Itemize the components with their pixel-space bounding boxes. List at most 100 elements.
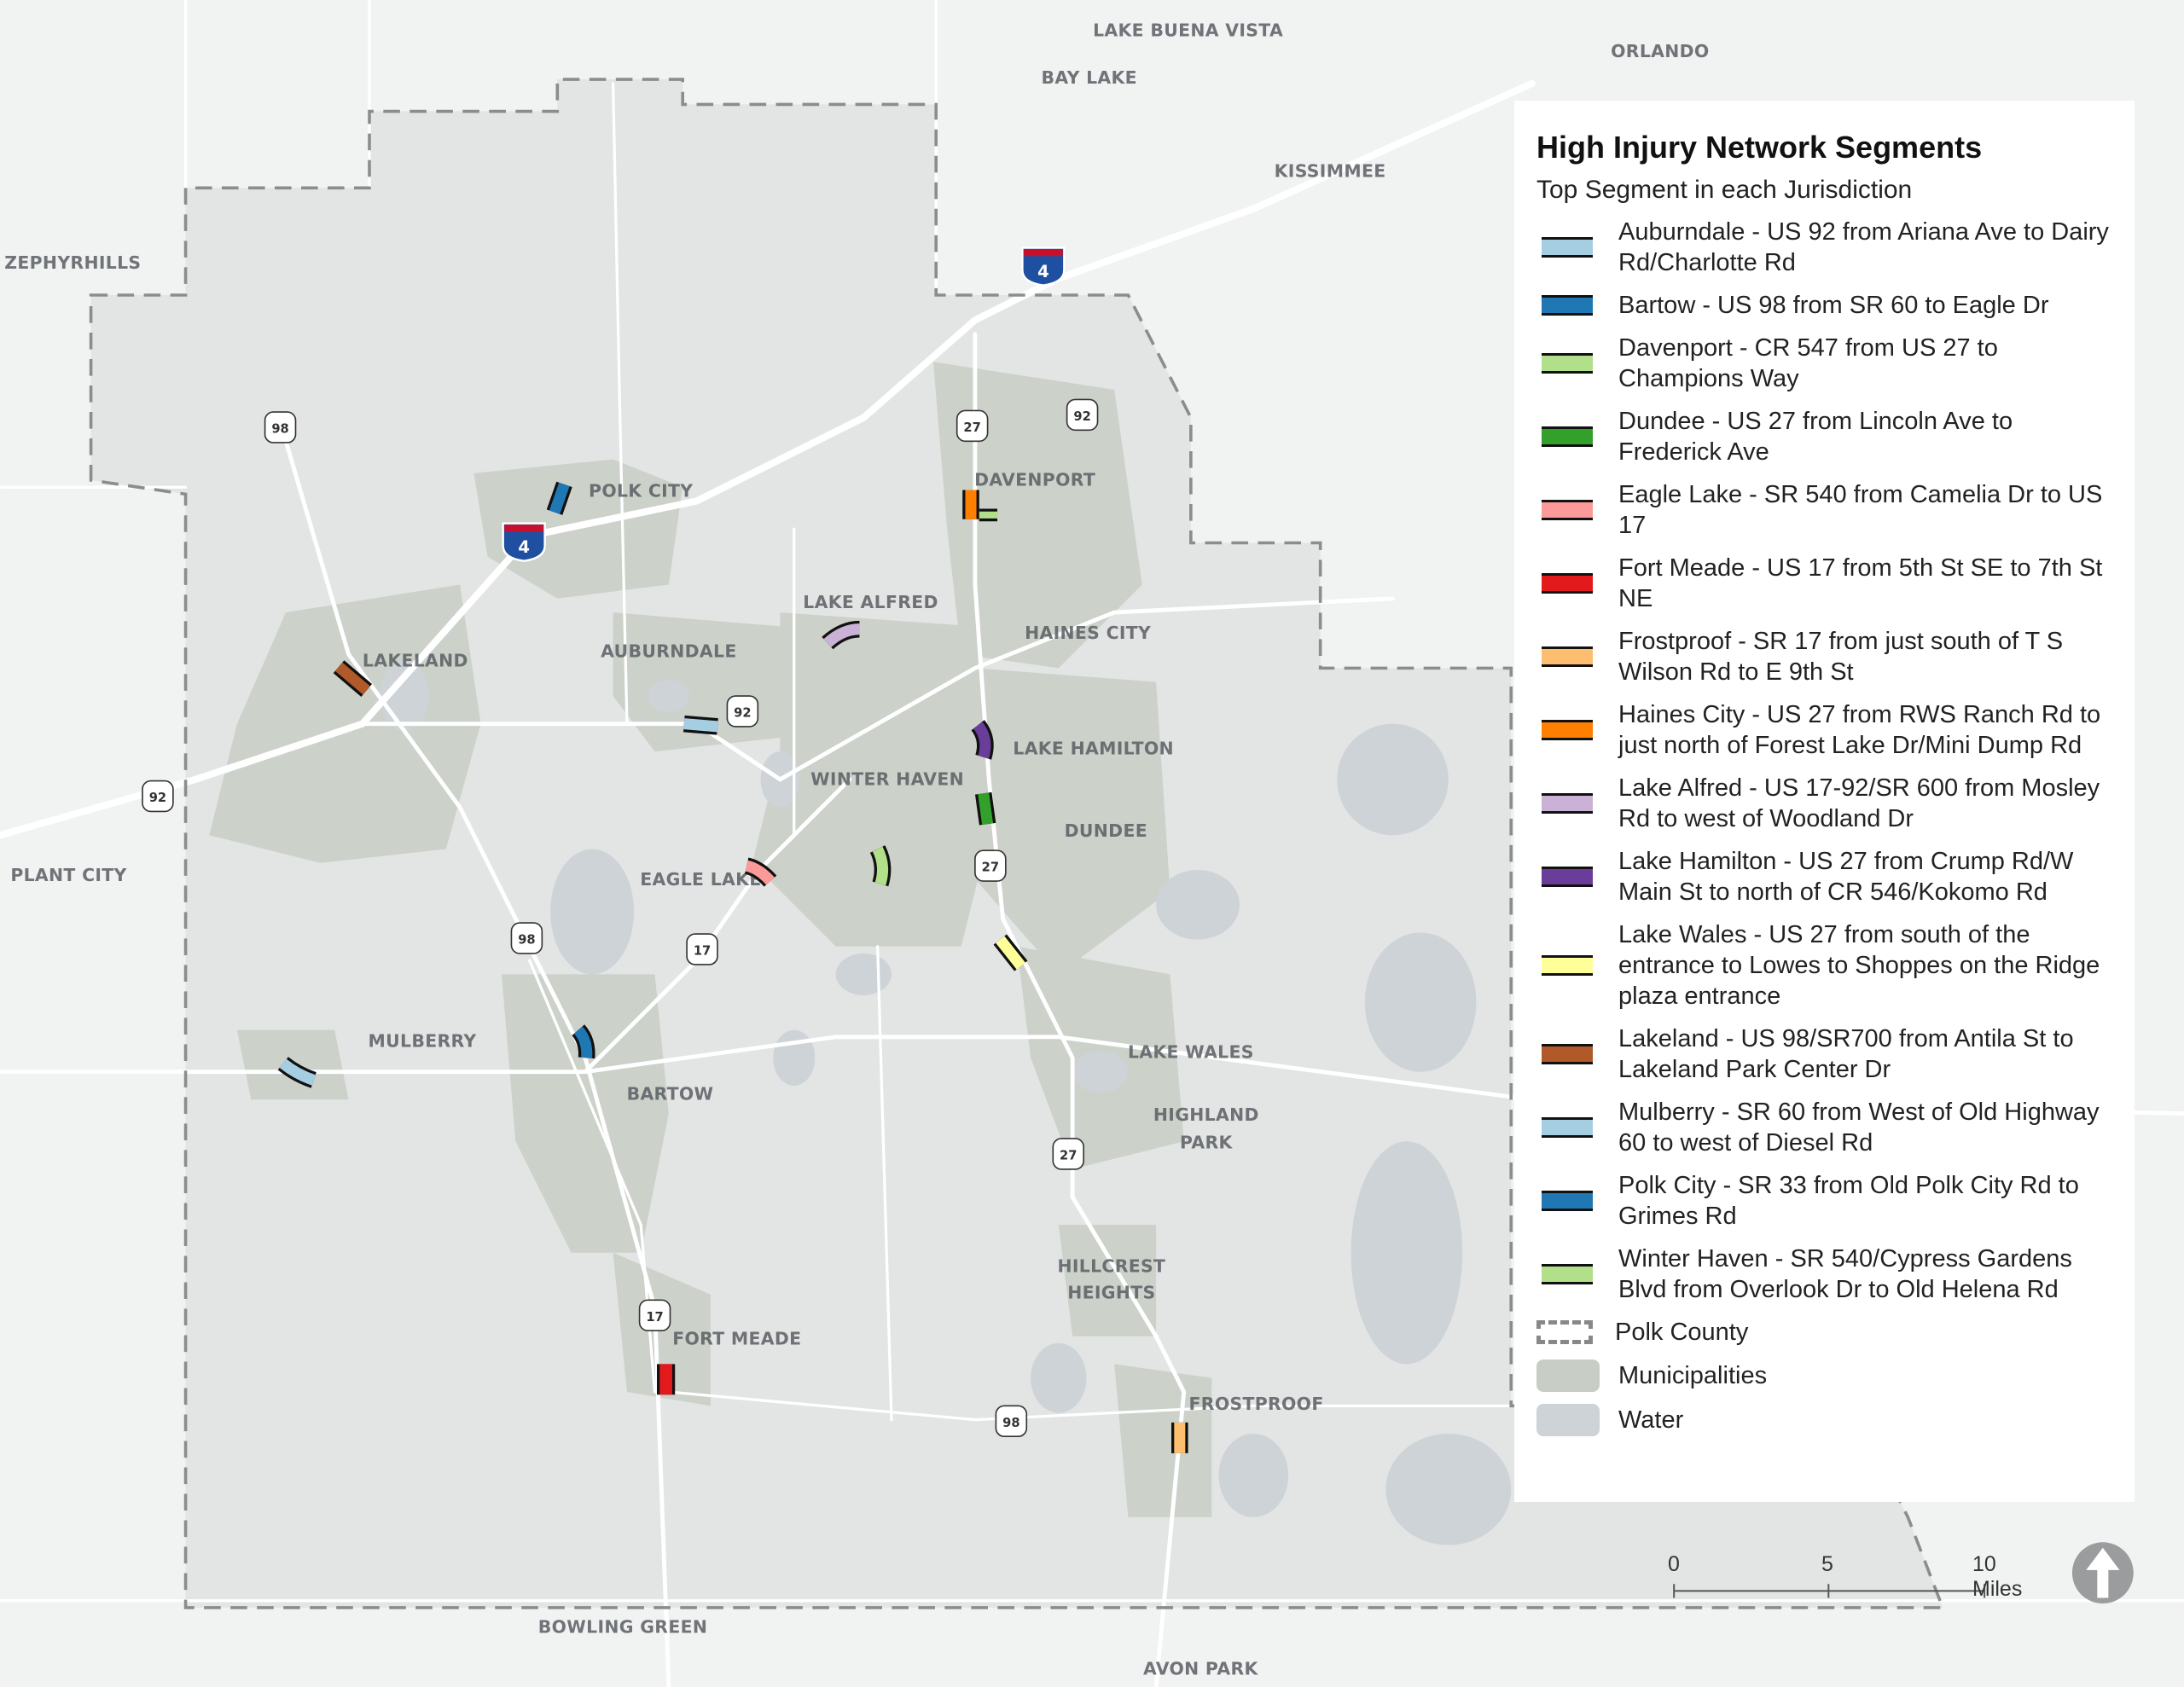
- us-route-shield-icon: 27: [956, 409, 989, 443]
- segment-swatch-icon: [1542, 1044, 1593, 1064]
- legend-item-segment: Lake Wales - US 27 from south of the ent…: [1536, 919, 2112, 1012]
- place-label: BAY LAKE: [1042, 67, 1137, 88]
- place-label: EAGLE LAKE: [640, 869, 761, 890]
- segment-swatch-icon: [1542, 573, 1593, 594]
- segment-swatch-icon: [1542, 646, 1593, 667]
- municipalities: [209, 362, 1212, 1517]
- segment-bartow: [572, 1024, 595, 1059]
- legend-item-segment: Bartow - US 98 from SR 60 to Eagle Dr: [1536, 290, 2112, 321]
- us-route-shield-icon: 92: [1066, 398, 1099, 432]
- place-label: LAKE WALES: [1128, 1041, 1254, 1062]
- place-label: FROSTPROOF: [1189, 1394, 1324, 1414]
- segment-lakeland: [333, 660, 373, 697]
- place-label: LAKE BUENA VISTA: [1093, 20, 1283, 40]
- legend-title: High Injury Network Segments: [1536, 130, 1983, 165]
- segment-swatch-icon: [1542, 720, 1593, 740]
- legend-item-segment: Fort Meade - US 17 from 5th St SE to 7th…: [1536, 553, 2112, 614]
- legend-item-county: Polk County: [1536, 1317, 2112, 1348]
- legend-label: Municipalities: [1618, 1362, 1768, 1389]
- legend-item-segment: Lakeland - US 98/SR700 from Antila St to…: [1536, 1023, 2112, 1085]
- segment-polk-city: [546, 481, 572, 515]
- segment-eagle-lake: [744, 857, 777, 887]
- place-label: FORT MEADE: [672, 1329, 801, 1349]
- interstate-shield-icon: 4: [502, 522, 546, 562]
- scale-tick-label: 0: [1668, 1552, 1680, 1576]
- route-shields: 98 27 92 92 92 27 98 17 27 17 98 4 4: [142, 246, 1099, 1438]
- legend-label: Lakeland - US 98/SR700 from Antila St to…: [1618, 1025, 2074, 1083]
- legend-label: Winter Haven - SR 540/Cypress Gardens Bl…: [1618, 1245, 2072, 1303]
- segment-swatch-icon: [1542, 237, 1593, 258]
- legend-label: Eagle Lake - SR 540 from Camelia Dr to U…: [1618, 481, 2103, 539]
- north-arrow-icon: [2071, 1542, 2134, 1604]
- segment-swatch-icon: [1542, 500, 1593, 520]
- water-bodies: [379, 661, 1512, 1545]
- svg-text:4: 4: [1037, 262, 1049, 281]
- place-label: HIGHLAND: [1153, 1104, 1259, 1125]
- segment-dundee: [975, 791, 996, 826]
- segment-swatch-icon: [1542, 426, 1593, 447]
- us-route-shield-icon: 17: [638, 1299, 671, 1332]
- legend-label: Bartow - US 98 from SR 60 to Eagle Dr: [1618, 292, 2049, 319]
- segment-swatch-icon: [1542, 793, 1593, 814]
- segment-swatch-icon: [1542, 1264, 1593, 1284]
- scale-tick-label: 5: [1821, 1552, 1833, 1576]
- segment-lake-hamilton: [971, 720, 994, 760]
- place-label: MULBERRY: [369, 1030, 477, 1051]
- legend-item-segment: Frostproof - SR 17 from just south of T …: [1536, 626, 2112, 687]
- legend-item-municipalities: Municipalities: [1536, 1359, 2112, 1392]
- legend-item-segment: Davenport - CR 547 from US 27 to Champio…: [1536, 333, 2112, 394]
- legend-label: Lake Wales - US 27 from south of the ent…: [1618, 921, 2100, 1010]
- us-route-shield-icon: 98: [995, 1405, 1028, 1438]
- legend-label: Auburndale - US 92 from Ariana Ave to Da…: [1618, 218, 2109, 276]
- scale-bar: [1673, 1584, 1986, 1598]
- legend-label: Frostproof - SR 17 from just south of T …: [1618, 628, 2064, 686]
- legend-item-segment: Lake Hamilton - US 27 from Crump Rd/W Ma…: [1536, 846, 2112, 907]
- us-route-shield-icon: 27: [1052, 1138, 1085, 1170]
- county-boundary-swatch-icon: [1536, 1320, 1593, 1344]
- legend-label: Polk County: [1615, 1319, 1749, 1346]
- svg-text:4: 4: [518, 537, 530, 557]
- svg-text:92: 92: [734, 705, 751, 720]
- svg-text:92: 92: [149, 791, 166, 805]
- svg-text:27: 27: [963, 420, 980, 435]
- hin-segments: [277, 481, 1188, 1453]
- segment-lake-wales: [993, 934, 1028, 971]
- segment-swatch-icon: [1542, 1117, 1593, 1138]
- legend-item-segment: Auburndale - US 92 from Ariana Ave to Da…: [1536, 217, 2112, 278]
- us-route-shield-icon: 92: [726, 695, 759, 728]
- place-label: HILLCREST: [1057, 1256, 1165, 1277]
- us-route-shield-icon: 92: [142, 780, 174, 813]
- us-route-shield-icon: 98: [264, 411, 297, 443]
- place-labels: LAKE BUENA VISTA ORLANDO BAY LAKE KISSIM…: [4, 20, 1709, 1678]
- svg-text:27: 27: [1060, 1148, 1077, 1162]
- legend-label: Lake Alfred - US 17-92/SR 600 from Mosle…: [1618, 774, 2100, 832]
- place-label: ZEPHYRHILLS: [4, 252, 141, 273]
- place-label: PLANT CITY: [10, 865, 126, 885]
- us-route-shield-icon: 17: [686, 933, 718, 965]
- legend-item-segment: Polk City - SR 33 from Old Polk City Rd …: [1536, 1170, 2112, 1232]
- legend-item-segment: Haines City - US 27 from RWS Ranch Rd to…: [1536, 699, 2112, 761]
- place-label: HEIGHTS: [1067, 1283, 1155, 1303]
- legend-label: Fort Meade - US 17 from 5th St SE to 7th…: [1618, 554, 2103, 612]
- segment-swatch-icon: [1542, 1191, 1593, 1211]
- segment-swatch-icon: [1542, 955, 1593, 976]
- place-label: LAKE HAMILTON: [1013, 739, 1174, 759]
- legend-item-water: Water: [1536, 1404, 2112, 1436]
- svg-text:27: 27: [982, 861, 999, 875]
- legend-label: Davenport - CR 547 from US 27 to Champio…: [1618, 334, 1998, 392]
- segment-winter-haven: [869, 845, 892, 887]
- place-label: BOWLING GREEN: [538, 1616, 707, 1637]
- svg-text:98: 98: [1002, 1416, 1019, 1430]
- svg-text:92: 92: [1073, 409, 1090, 424]
- interstate-shield-icon: 4: [1021, 246, 1066, 287]
- legend-label: Dundee - US 27 from Lincoln Ave to Frede…: [1618, 408, 2013, 466]
- us-route-shield-icon: 27: [974, 849, 1007, 882]
- segment-swatch-icon: [1542, 867, 1593, 887]
- legend-item-segment: Eagle Lake - SR 540 from Camelia Dr to U…: [1536, 479, 2112, 541]
- place-label: DUNDEE: [1065, 820, 1147, 841]
- svg-text:17: 17: [646, 1310, 663, 1325]
- place-label: PARK: [1180, 1132, 1234, 1152]
- legend-label: Haines City - US 27 from RWS Ranch Rd to…: [1618, 701, 2101, 759]
- legend-item-segment: Mulberry - SR 60 from West of Old Highwa…: [1536, 1097, 2112, 1158]
- us-route-shield-icon: 98: [510, 922, 543, 954]
